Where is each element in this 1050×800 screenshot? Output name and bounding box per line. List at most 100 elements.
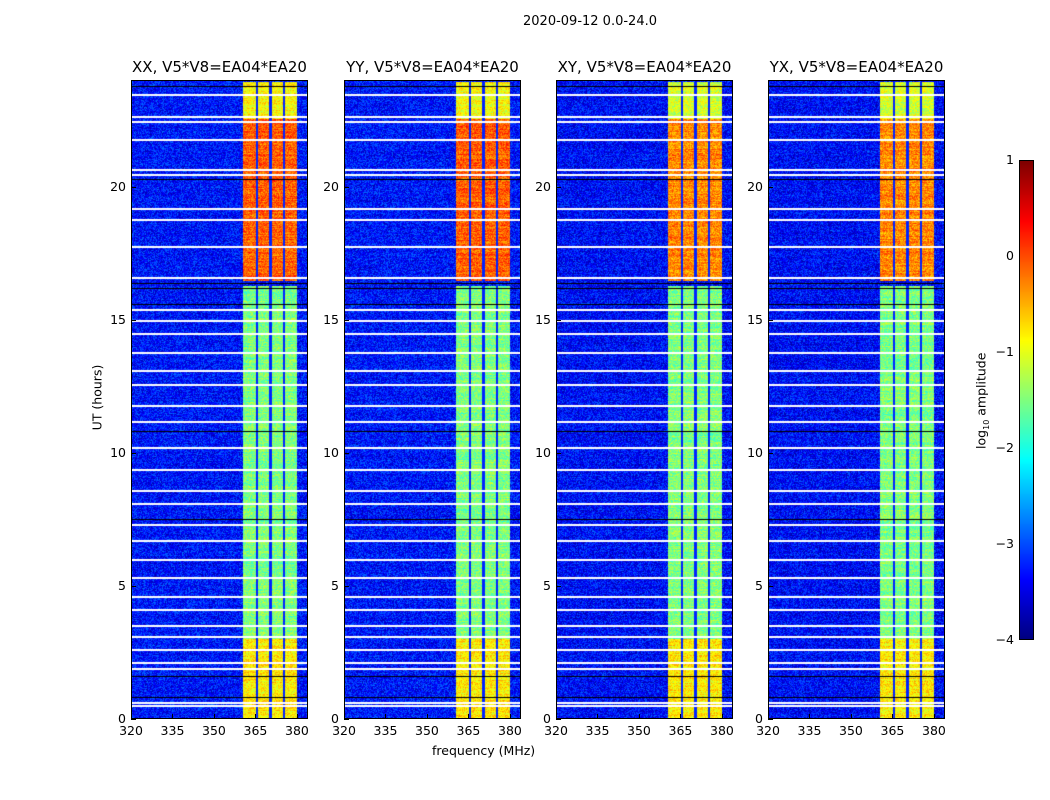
x-tick-label: 365 [243, 723, 268, 738]
x-tick-mark [556, 714, 557, 719]
colorbar-tick-label: −2 [995, 440, 1014, 455]
x-tick-mark [468, 714, 470, 719]
x-tick-mark [296, 714, 298, 719]
x-tick-mark [597, 714, 599, 719]
y-tick-label: 0 [118, 711, 126, 726]
y-tick-mark [344, 585, 349, 587]
y-tick-mark [768, 452, 773, 454]
y-tick-mark [131, 319, 136, 321]
x-tick-label: 365 [668, 723, 693, 738]
x-tick-mark [344, 714, 345, 719]
colorbar-tick-label: 1 [1006, 152, 1014, 167]
x-tick-mark [892, 714, 894, 719]
heatmap-image [132, 81, 307, 718]
x-tick-label: 350 [839, 723, 863, 738]
x-tick-label: 350 [415, 723, 439, 738]
y-tick-mark [768, 719, 773, 720]
y-tick-label: 0 [331, 711, 339, 726]
y-tick-mark [344, 719, 349, 720]
y-tick-mark [131, 186, 136, 188]
y-tick-mark [344, 452, 349, 454]
x-tick-label: 380 [710, 723, 734, 738]
x-tick-label: 365 [880, 723, 905, 738]
heatmap-image [345, 81, 520, 718]
x-tick-mark [933, 714, 935, 719]
x-tick-mark [385, 714, 387, 719]
y-tick-label: 20 [535, 178, 551, 194]
x-tick-label: 335 [797, 723, 822, 738]
y-tick-mark [556, 719, 561, 720]
panel-title: XY, V5*V8=EA04*EA20 [557, 58, 732, 76]
y-tick-label: 20 [323, 178, 339, 194]
x-tick-mark [768, 714, 769, 719]
y-tick-mark [344, 319, 349, 321]
y-tick-label: 15 [535, 311, 551, 327]
x-tick-label: 335 [585, 723, 610, 738]
y-tick-label: 0 [543, 711, 551, 726]
heatmap-image [769, 81, 944, 718]
colorbar-tick-label: −1 [995, 344, 1014, 359]
x-axis-label: frequency (MHz) [432, 743, 536, 758]
y-tick-label: 10 [323, 444, 339, 460]
y-tick-mark [131, 585, 136, 587]
y-tick-label: 15 [747, 311, 763, 327]
y-tick-mark [556, 319, 561, 321]
x-tick-label: 350 [202, 723, 226, 738]
x-tick-label: 320 [332, 723, 356, 738]
x-tick-mark [509, 714, 511, 719]
y-tick-label: 5 [755, 577, 763, 593]
x-tick-label: 380 [285, 723, 309, 738]
colorbar-tick-label: −4 [995, 632, 1014, 647]
y-tick-mark [768, 186, 773, 188]
heatmap-image [557, 81, 732, 718]
y-tick-label: 5 [118, 577, 126, 593]
x-tick-label: 350 [627, 723, 651, 738]
figure-title: 2020-09-12 0.0-24.0 [523, 14, 657, 29]
panel-title: YY, V5*V8=EA04*EA20 [346, 58, 519, 76]
x-tick-label: 320 [119, 723, 143, 738]
x-tick-mark [850, 714, 852, 719]
y-tick-label: 10 [535, 444, 551, 460]
y-tick-label: 10 [747, 444, 763, 460]
y-tick-label: 20 [110, 178, 126, 194]
y-tick-mark [768, 585, 773, 587]
y-tick-mark [556, 186, 561, 188]
y-tick-label: 20 [747, 178, 763, 194]
x-tick-mark [638, 714, 640, 719]
y-tick-mark [344, 186, 349, 188]
x-tick-label: 320 [756, 723, 780, 738]
y-axis-label: UT (hours) [89, 364, 105, 431]
x-tick-mark [809, 714, 811, 719]
heatmap-panel [768, 80, 945, 719]
x-tick-mark [680, 714, 682, 719]
y-tick-label: 0 [755, 711, 763, 726]
x-tick-label: 335 [373, 723, 398, 738]
y-tick-label: 15 [323, 311, 339, 327]
y-tick-mark [131, 719, 136, 720]
x-tick-mark [426, 714, 428, 719]
y-tick-mark [131, 452, 136, 454]
x-tick-mark [721, 714, 723, 719]
y-tick-label: 10 [110, 444, 126, 460]
y-tick-label: 5 [331, 577, 339, 593]
heatmap-panel [344, 80, 521, 719]
x-tick-mark [255, 714, 257, 719]
x-tick-mark [213, 714, 215, 719]
x-tick-label: 335 [160, 723, 185, 738]
y-tick-label: 15 [110, 311, 126, 327]
heatmap-panel [131, 80, 308, 719]
panel-title: XX, V5*V8=EA04*EA20 [132, 58, 307, 76]
colorbar-tick-label: 0 [1006, 248, 1014, 263]
colorbar-tick-label: −3 [995, 536, 1014, 551]
y-tick-mark [556, 585, 561, 587]
x-tick-label: 365 [456, 723, 481, 738]
x-tick-label: 380 [498, 723, 522, 738]
y-tick-mark [556, 452, 561, 454]
x-tick-mark [131, 714, 132, 719]
y-tick-mark [768, 319, 773, 321]
colorbar [1019, 160, 1034, 640]
x-tick-label: 380 [922, 723, 946, 738]
x-tick-label: 320 [544, 723, 568, 738]
heatmap-panel [556, 80, 733, 719]
y-tick-label: 5 [543, 577, 551, 593]
